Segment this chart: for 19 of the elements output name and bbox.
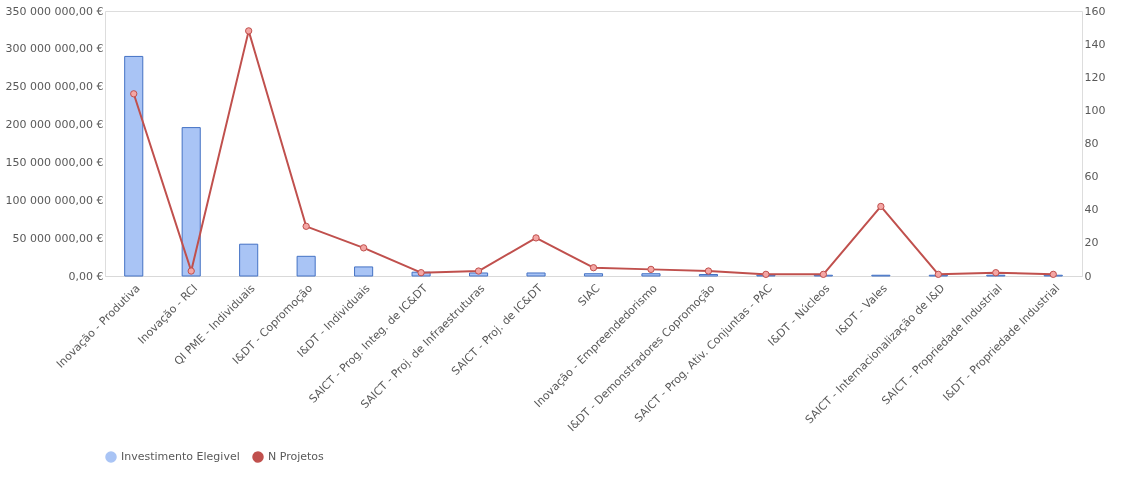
y2-tick-label: 40 xyxy=(1084,203,1099,217)
y-tick-label: 50 000 000,00 € xyxy=(12,231,104,245)
y2-tick-label: 120 xyxy=(1084,70,1106,84)
legend-label: N Projetos xyxy=(268,450,325,463)
y2-tick-label: 140 xyxy=(1084,37,1106,51)
y-tick-label: 300 000 000,00 € xyxy=(5,42,104,56)
y-tick-label: 100 000 000,00 € xyxy=(5,193,104,207)
y-tick-label: 200 000 000,00 € xyxy=(5,118,104,132)
y2-tick-label: 100 xyxy=(1084,103,1106,117)
y2-tick-label: 80 xyxy=(1084,137,1099,150)
y2-tick-label: 160 xyxy=(1084,4,1106,18)
y2-tick-label: 0 xyxy=(1084,269,1092,283)
y-tick-label: 0,00 € xyxy=(68,269,104,283)
y2-tick-label: 60 xyxy=(1084,170,1099,184)
y-tick-label: 150 000 000,00 € xyxy=(5,155,104,169)
y-tick-label: 250 000 000,00 € xyxy=(5,80,104,94)
y2-tick-label: 20 xyxy=(1084,236,1099,250)
legend-label: Investimento Elegivel xyxy=(121,450,240,463)
y-tick-label: 350 000 000,00 € xyxy=(5,4,104,18)
